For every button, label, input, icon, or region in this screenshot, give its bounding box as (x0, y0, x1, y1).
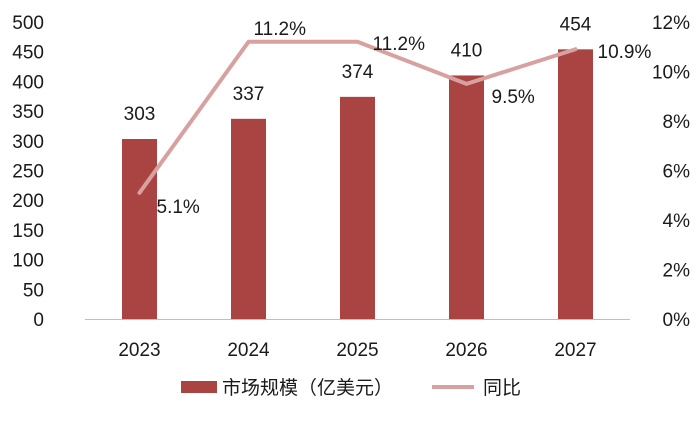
line-series (137, 39, 578, 195)
right-tick-label: 8% (663, 112, 691, 133)
left-tick-label: 200 (12, 191, 44, 212)
x-tick-label: 2024 (227, 340, 270, 361)
right-axis: 0% 2% 4% 6% 8% 10% 12% (652, 13, 690, 331)
bar (558, 49, 593, 319)
line-data-label: 11.2% (254, 19, 307, 40)
left-tick-label: 250 (12, 162, 44, 183)
bar-data-label: 374 (342, 62, 374, 83)
bar-data-label: 303 (124, 104, 156, 125)
left-tick-label: 450 (12, 43, 44, 64)
right-tick-label: 10% (652, 63, 690, 84)
left-tick-label: 50 (23, 280, 44, 301)
right-tick-label: 6% (663, 162, 691, 183)
legend-line-label: 同比 (483, 377, 521, 399)
x-tick-label: 2026 (445, 340, 487, 361)
right-tick-label: 2% (663, 261, 691, 282)
line-data-label: 11.2% (373, 34, 426, 55)
bar (122, 139, 157, 319)
right-tick-label: 0% (663, 310, 691, 331)
left-tick-label: 500 (12, 13, 44, 34)
left-tick-label: 300 (12, 132, 44, 153)
bar-series (122, 49, 593, 320)
left-tick-label: 400 (12, 72, 44, 93)
left-tick-label: 150 (12, 221, 44, 242)
legend: 市场规模（亿美元） 同比 (181, 377, 521, 399)
legend-bar-label: 市场规模（亿美元） (222, 377, 393, 399)
left-tick-label: 0 (33, 310, 44, 331)
bar (231, 118, 266, 320)
line-data-label: 5.1% (157, 197, 200, 218)
left-axis: 0 50 100 150 200 250 300 350 400 450 500 (12, 13, 44, 331)
legend-bar-swatch (181, 381, 217, 393)
right-tick-label: 4% (663, 211, 691, 232)
right-tick-label: 12% (652, 13, 690, 34)
x-axis-ticks: 2023 2024 2025 2026 2027 (118, 340, 596, 361)
line-data-label: 9.5% (492, 87, 535, 108)
bar-data-label: 454 (560, 14, 592, 35)
x-tick-label: 2025 (336, 340, 378, 361)
x-tick-label: 2023 (118, 340, 160, 361)
left-tick-label: 350 (12, 102, 44, 123)
x-tick-label: 2027 (554, 340, 596, 361)
left-tick-label: 100 (12, 251, 44, 272)
bar (449, 75, 484, 320)
bar (340, 96, 375, 320)
bar-data-label: 410 (451, 40, 483, 61)
bar-data-labels: 303 337 374 410 454 (124, 14, 592, 125)
line-data-label: 10.9% (598, 42, 652, 63)
bar-data-label: 337 (233, 84, 265, 105)
line-data-labels: 5.1% 11.2% 11.2% 9.5% 10.9% (157, 19, 652, 218)
